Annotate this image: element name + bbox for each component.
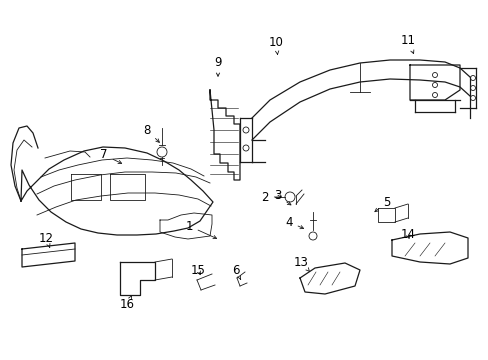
Text: 10: 10 (268, 36, 283, 54)
Text: 11: 11 (400, 33, 415, 54)
Text: 4: 4 (285, 216, 303, 229)
Text: 15: 15 (190, 264, 205, 276)
Text: 12: 12 (39, 231, 53, 247)
Text: 13: 13 (293, 256, 309, 271)
Text: 2: 2 (261, 190, 281, 203)
Text: 3: 3 (274, 189, 290, 205)
Text: 16: 16 (119, 296, 134, 311)
Text: 5: 5 (374, 195, 390, 212)
Text: 7: 7 (100, 148, 122, 163)
Text: 14: 14 (400, 228, 415, 240)
Text: 8: 8 (143, 123, 159, 142)
Text: 9: 9 (214, 55, 221, 76)
Text: 1: 1 (185, 220, 216, 239)
Text: 6: 6 (232, 264, 240, 279)
